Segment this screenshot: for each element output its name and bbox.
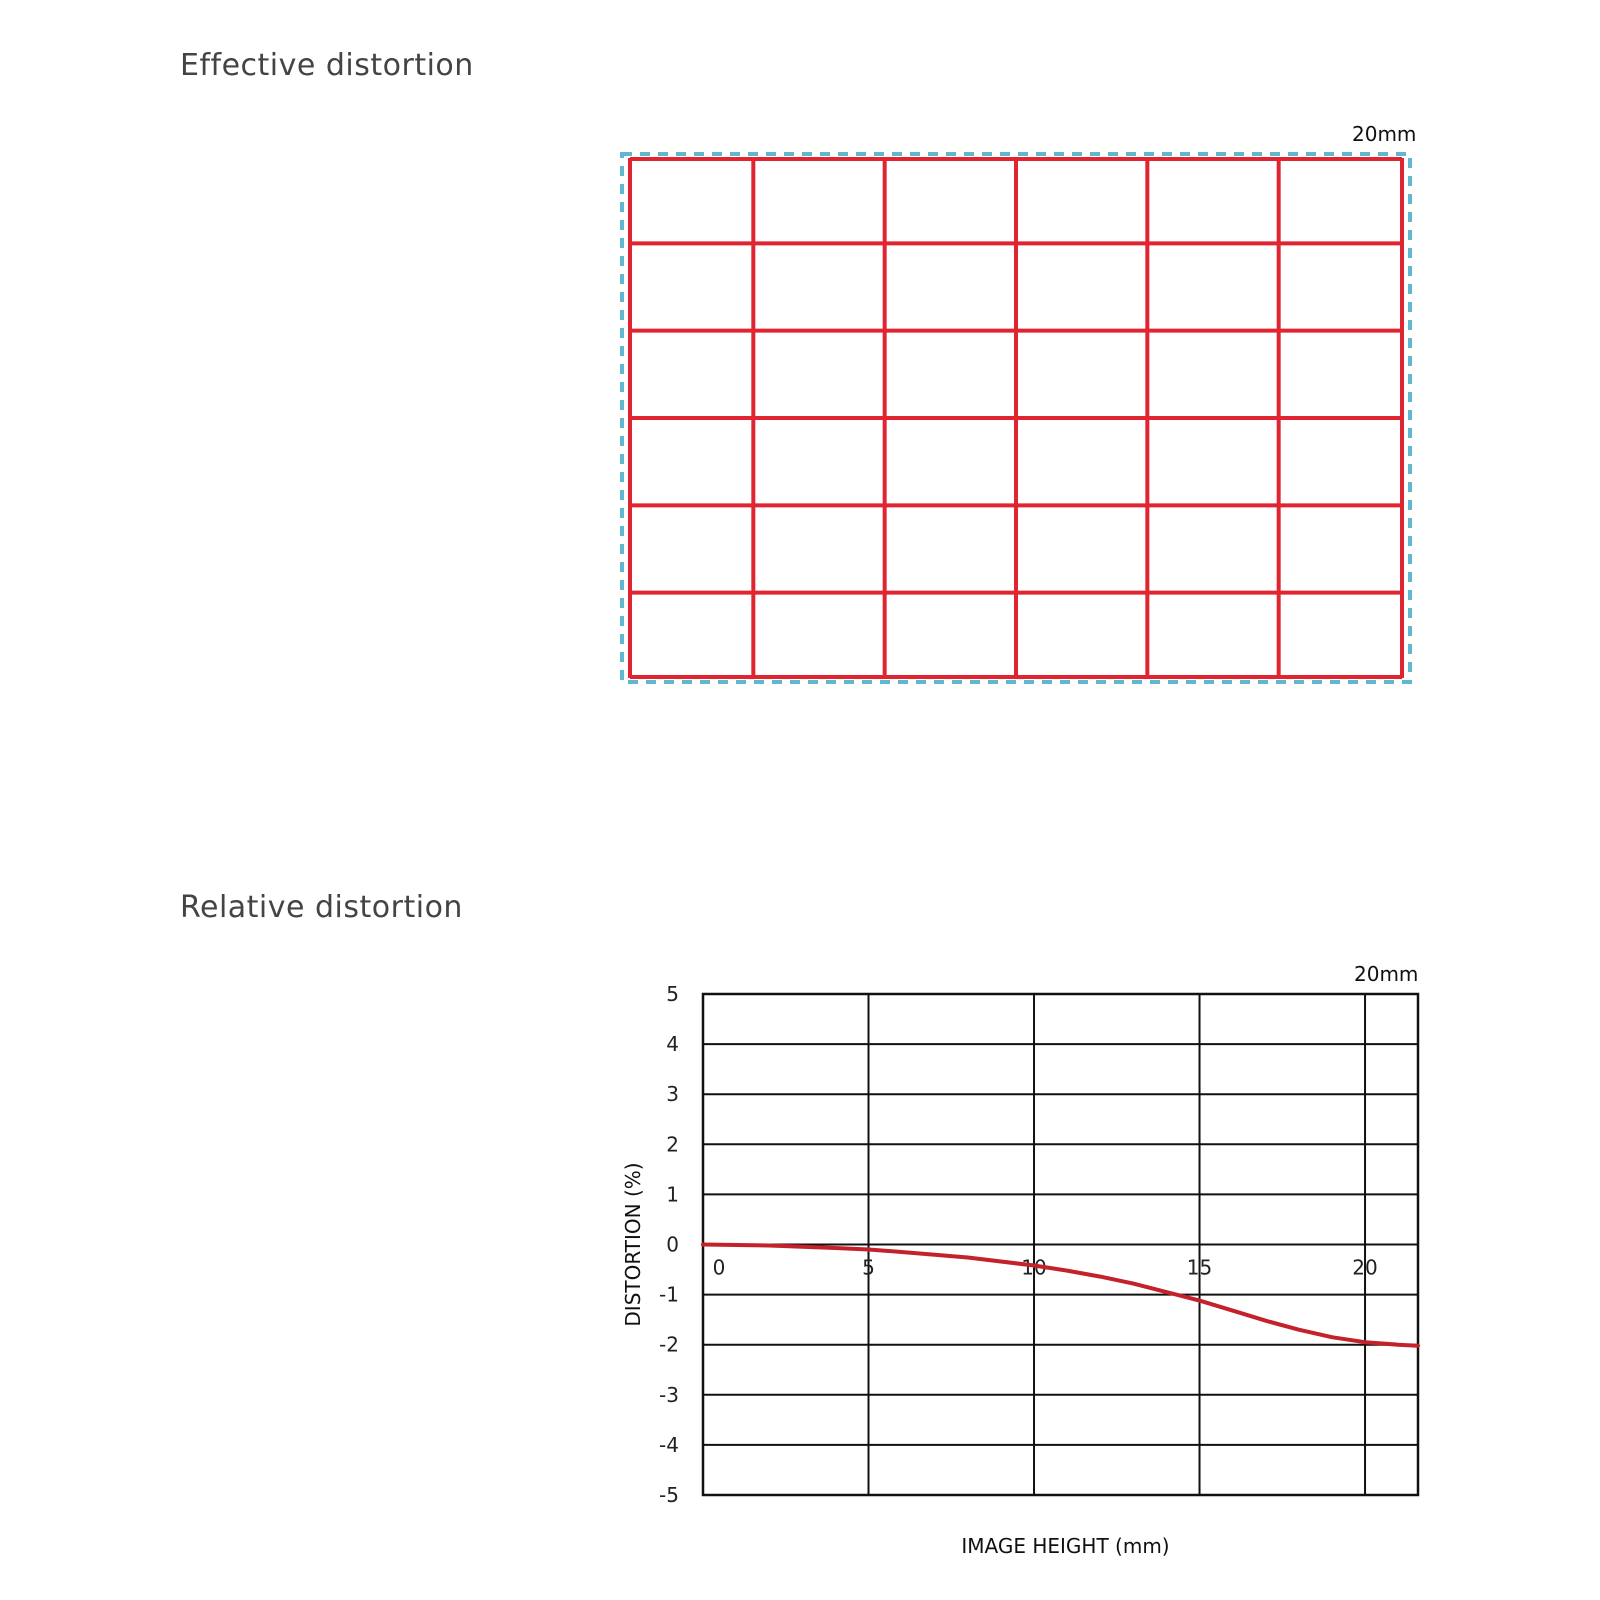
y-tick-label: -4	[659, 1433, 679, 1457]
x-tick-label: 0	[713, 1256, 726, 1280]
y-tick-label: 2	[666, 1132, 679, 1156]
y-axis-label: DISTORTION (%)	[621, 1162, 645, 1326]
y-tick-label: 5	[666, 982, 679, 1006]
relative-distortion-title: Relative distortion	[180, 890, 463, 925]
distortion-curve	[701, 1242, 1420, 1348]
y-tick-label: 4	[666, 1032, 679, 1056]
y-tick-label: -5	[659, 1483, 679, 1507]
effective-distortion-title: Effective distortion	[180, 48, 474, 83]
effective-focal-label: 20mm	[1352, 122, 1417, 146]
x-tick-label: 20	[1352, 1256, 1377, 1280]
y-tick-label: 1	[666, 1182, 679, 1206]
x-axis-label: IMAGE HEIGHT (mm)	[961, 1534, 1169, 1558]
y-tick-label: -1	[659, 1283, 679, 1307]
reference-frame	[620, 152, 1412, 684]
y-tick-label: 3	[666, 1082, 679, 1106]
y-tick-label: -3	[659, 1383, 679, 1407]
x-tick-label: 5	[862, 1256, 875, 1280]
relative-focal-label: 20mm	[1354, 962, 1419, 986]
y-tick-label: -2	[659, 1333, 679, 1357]
x-tick-label: 15	[1187, 1256, 1212, 1280]
y-tick-label: 0	[666, 1233, 679, 1257]
